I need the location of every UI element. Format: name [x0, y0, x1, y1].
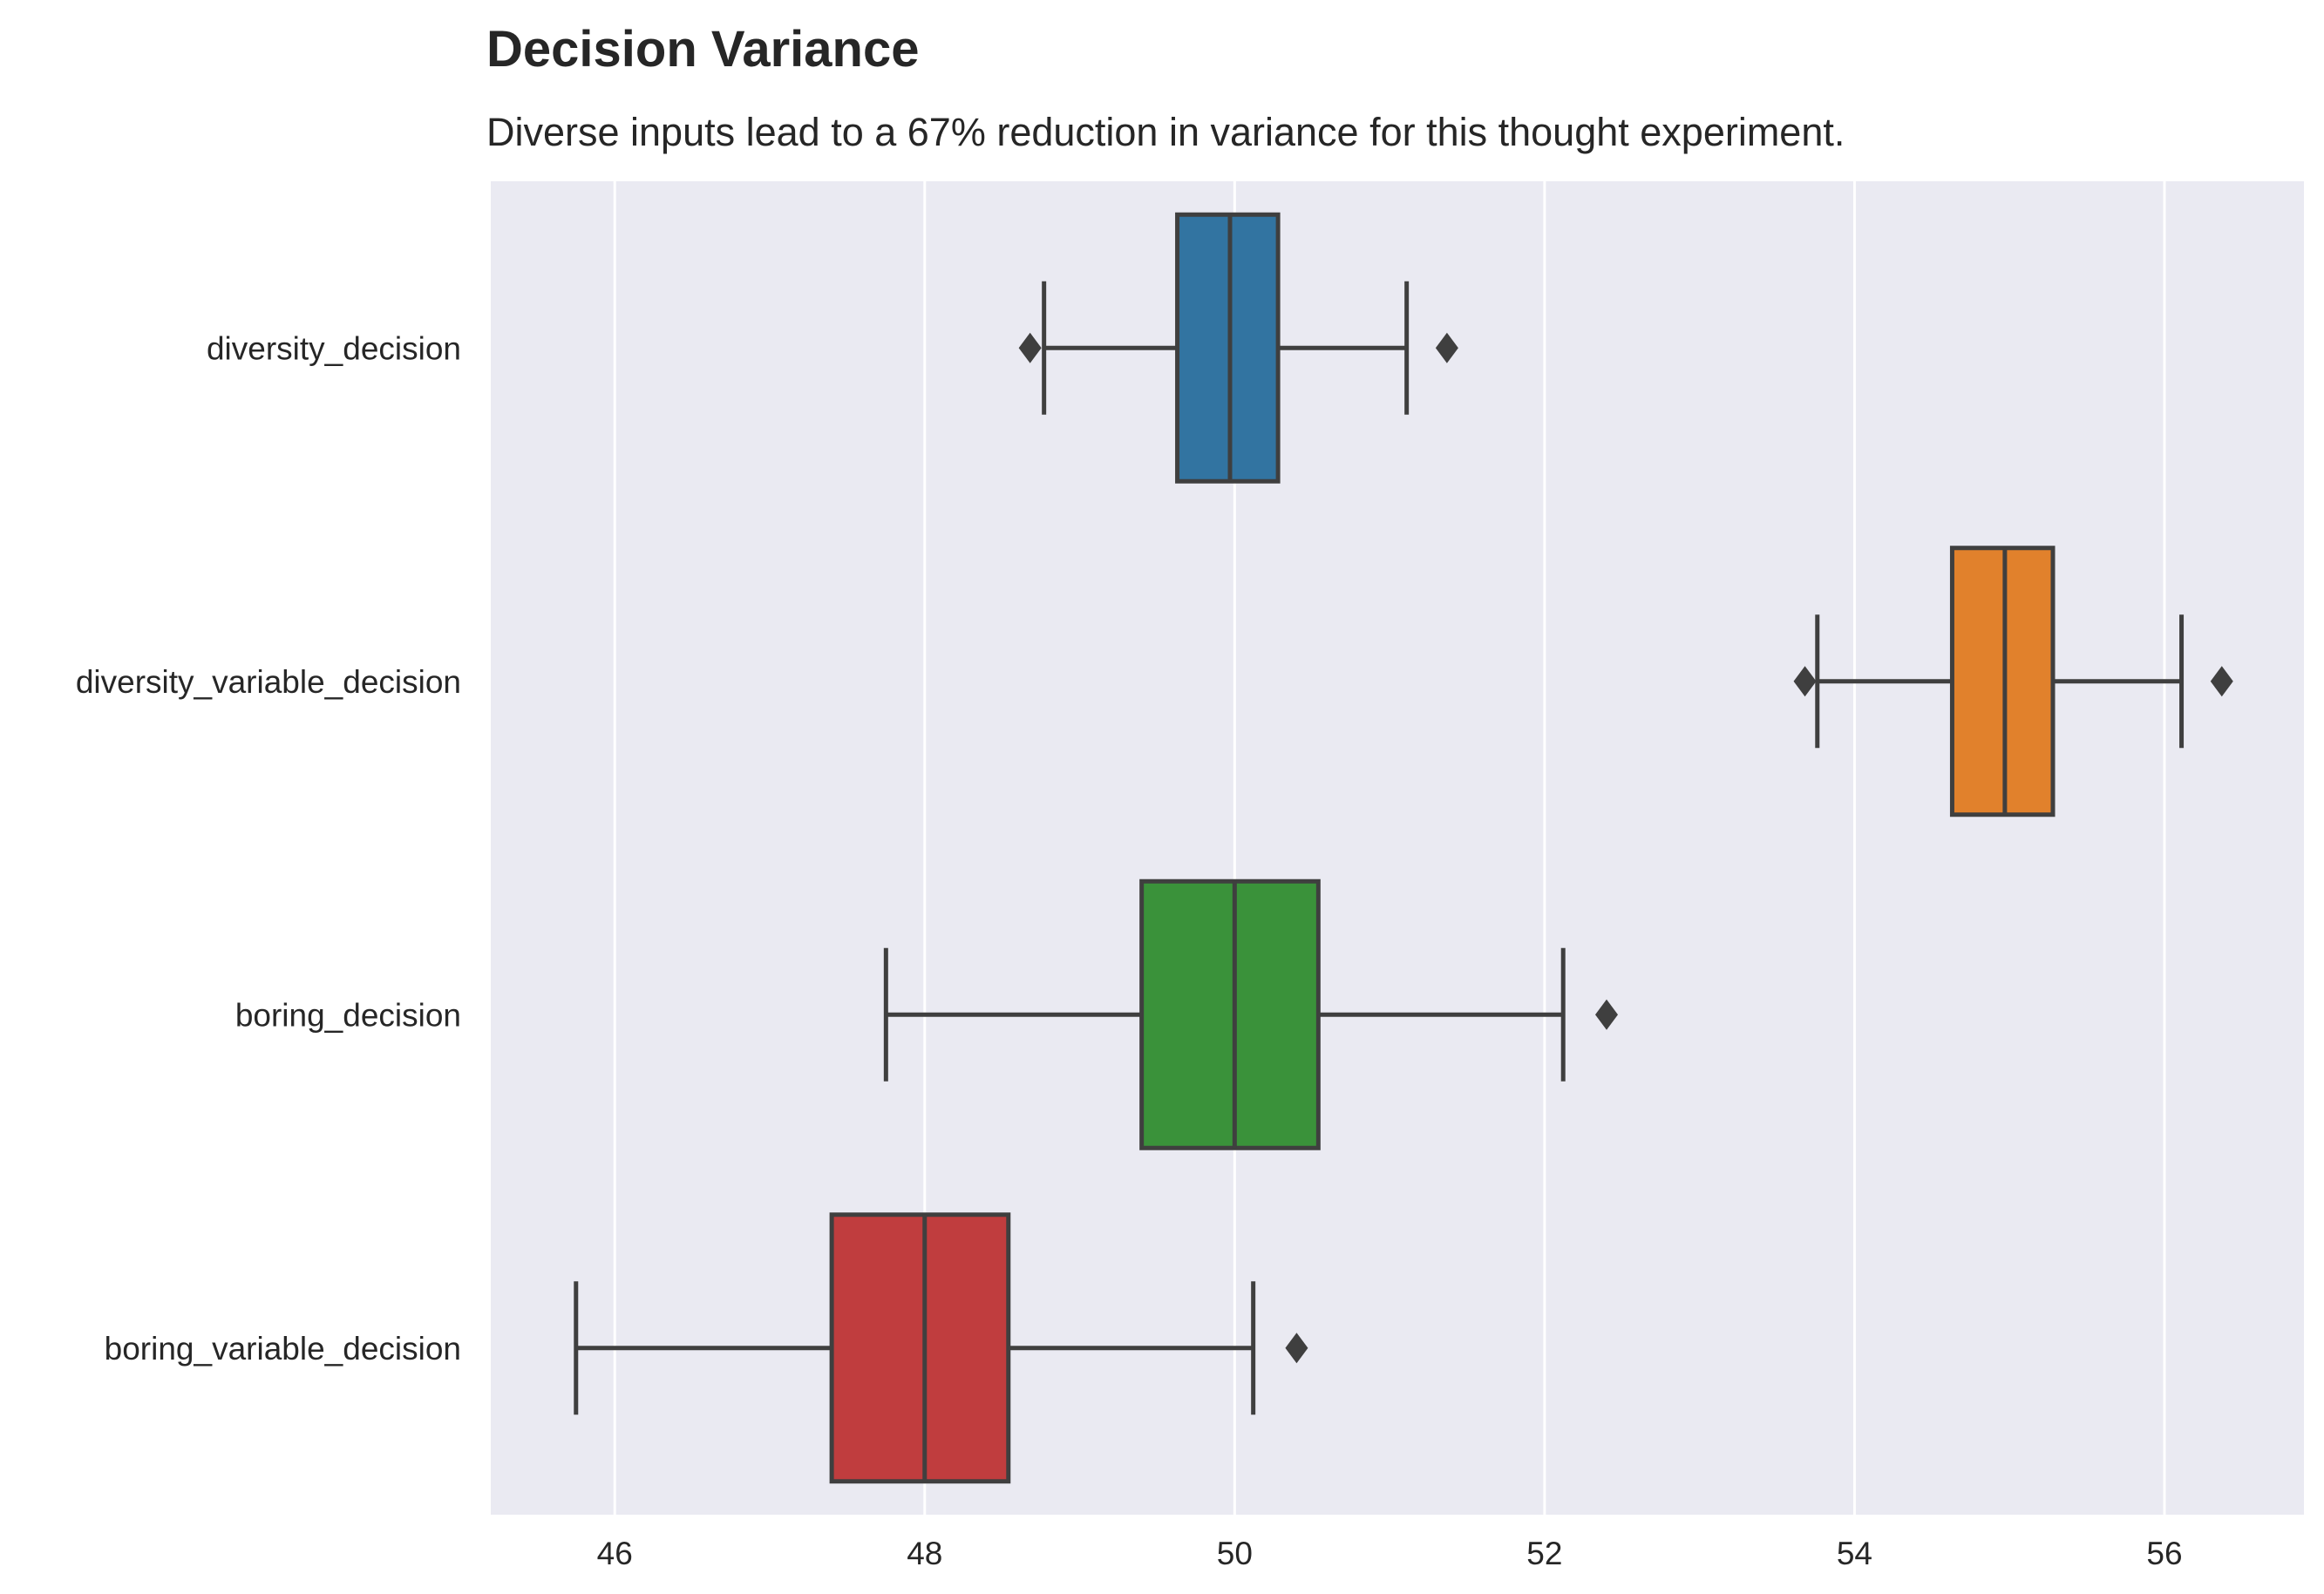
iqr-box [829, 1212, 1011, 1484]
y-tick-label: diversity_decision [207, 330, 461, 366]
outlier-marker [1595, 999, 1618, 1030]
chart-title: Decision Variance [486, 21, 919, 78]
iqr-box [1949, 546, 2056, 817]
y-tick-label: boring_variable_decision [105, 1331, 461, 1367]
x-tick-label: 46 [597, 1536, 633, 1571]
outlier-marker [1793, 666, 1817, 697]
x-tick-label: 54 [1837, 1536, 1872, 1571]
box-group [574, 1212, 1308, 1484]
y-tick-label: boring_decision [235, 997, 461, 1033]
y-tick-label: diversity_variable_decision [76, 664, 461, 700]
box-plots [574, 212, 2233, 1484]
outlier-marker [1018, 332, 1042, 363]
outlier-marker [1435, 332, 1458, 363]
x-tick-label: 56 [2146, 1536, 2182, 1571]
outlier-marker [2210, 666, 2233, 697]
iqr-box [1139, 878, 1321, 1150]
outlier-marker [1285, 1333, 1308, 1364]
chart-subtitle: Diverse inputs lead to a 67% reduction i… [486, 110, 1845, 154]
y-tick-labels: diversity_decision diversity_variable_dec… [76, 330, 461, 1367]
x-tick-label: 52 [1526, 1536, 1562, 1571]
iqr-box [1175, 212, 1281, 484]
x-tick-label: 48 [907, 1536, 942, 1571]
plot-area [491, 181, 2304, 1515]
x-tick-labels: 46 48 50 52 54 56 [597, 1536, 2183, 1571]
box-group [1018, 212, 1458, 484]
x-tick-label: 50 [1217, 1536, 1253, 1571]
box-group [1793, 546, 2233, 817]
box-group [883, 878, 1618, 1150]
